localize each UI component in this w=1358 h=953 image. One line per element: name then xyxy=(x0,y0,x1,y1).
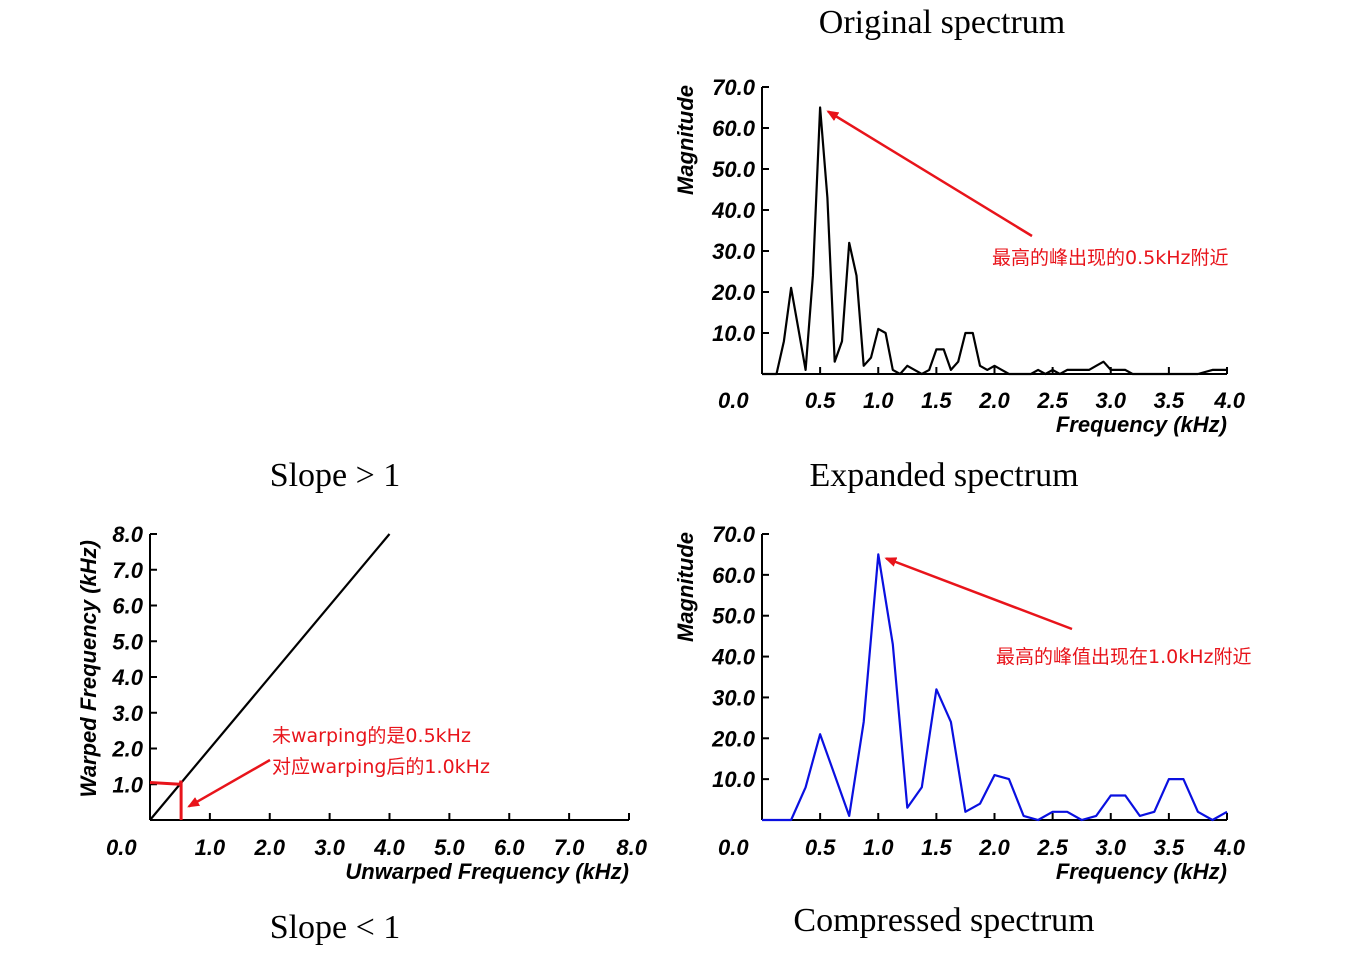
x-tick-label: 3.0 xyxy=(1095,388,1126,413)
y-tick-label: 4.0 xyxy=(111,665,143,690)
x-tick-label: 1.0 xyxy=(863,835,894,860)
series-line xyxy=(762,553,1228,822)
annotation-arrow xyxy=(187,758,271,808)
annotation-arrow xyxy=(826,110,1033,238)
y-tick-label: 1.0 xyxy=(112,772,143,797)
expanded-spectrum-chart: 0.0 0.5 1.0 1.5 2.0 2.5 3.0 3.5 4.0 10.0 20.0 30.0 4… xyxy=(673,522,1251,884)
caption-compressed-spectrum: Compressed spectrum xyxy=(793,902,1094,939)
x-tick-label: 0.5 xyxy=(805,388,836,413)
y-tick-label: 20.0 xyxy=(711,726,756,751)
x-tick-label: 4.0 xyxy=(373,835,405,860)
x-tick-label: 0.0 xyxy=(718,835,749,860)
series-line xyxy=(149,533,391,821)
y-tick-label: 10.0 xyxy=(712,321,756,346)
x-tick-label: 1.0 xyxy=(195,835,226,860)
x-tick-label: 8.0 xyxy=(616,835,647,860)
y-tick-label: 60.0 xyxy=(712,116,756,141)
y-tick-label: 50.0 xyxy=(712,604,756,629)
x-tick-label: 3.0 xyxy=(314,835,345,860)
x-tick-label: 5.0 xyxy=(434,835,465,860)
y-axis-label: Warped Frequency (kHz) xyxy=(76,540,101,798)
y-axis-label: Magnitude xyxy=(673,532,698,642)
x-tick-label: 3.0 xyxy=(1095,835,1126,860)
annotation-text-line: 未warping的是0.5kHz xyxy=(272,725,471,747)
caption-slope-less-than-one: Slope < 1 xyxy=(270,909,401,946)
annotation-arrow xyxy=(884,557,1073,631)
x-axis-label: Frequency (kHz) xyxy=(1056,412,1227,437)
y-tick-label: 8.0 xyxy=(112,522,143,547)
x-tick-label: 3.5 xyxy=(1154,835,1185,860)
y-tick-label: 3.0 xyxy=(112,701,143,726)
y-tick-label: 50.0 xyxy=(712,157,756,182)
y-tick-label: 7.0 xyxy=(112,558,143,583)
y-tick-label: 40.0 xyxy=(711,645,756,670)
series-line xyxy=(762,106,1227,376)
warp-function-chart: 0.0 1.0 2.0 3.0 4.0 5.0 6.0 7.0 8.0 1.0 2.0 3.0 4.0 5… xyxy=(76,522,648,884)
y-tick-label: 60.0 xyxy=(712,563,756,588)
y-tick-label: 30.0 xyxy=(712,685,756,710)
annotation-text: 最高的峰值出现在1.0kHz附近 xyxy=(996,646,1251,668)
y-tick-label: 70.0 xyxy=(712,75,756,100)
x-tick-label: 1.0 xyxy=(863,388,894,413)
annotation-text-line: 对应warping后的1.0kHz xyxy=(272,756,490,778)
x-tick-label: 3.5 xyxy=(1154,388,1185,413)
y-tick-label: 2.0 xyxy=(111,737,143,762)
x-tick-label: 0.5 xyxy=(805,835,836,860)
y-tick-label: 10.0 xyxy=(712,767,756,792)
x-tick-label: 1.5 xyxy=(921,835,952,860)
x-tick-label: 1.5 xyxy=(921,388,952,413)
caption-expanded-spectrum: Expanded spectrum xyxy=(809,457,1078,494)
original-spectrum-chart: 0.0 0.5 1.0 1.5 2.0 2.5 3.0 3.5 4.0 10.0 20.0 30.0 4… xyxy=(673,75,1246,437)
x-tick-label: 2.0 xyxy=(978,835,1010,860)
x-tick-label: 6.0 xyxy=(494,835,525,860)
y-tick-label: 6.0 xyxy=(112,594,143,619)
caption-slope-greater-than-one: Slope > 1 xyxy=(270,457,401,494)
series-line xyxy=(149,780,183,786)
y-tick-label: 30.0 xyxy=(712,239,756,264)
y-tick-label: 70.0 xyxy=(712,522,756,547)
x-tick-label: 2.5 xyxy=(1036,835,1068,860)
x-axis-label: Frequency (kHz) xyxy=(1056,859,1227,884)
annotation-text: 最高的峰出现的0.5kHz附近 xyxy=(992,247,1228,269)
x-tick-label: 4.0 xyxy=(1213,388,1245,413)
x-tick-label: 2.0 xyxy=(978,388,1010,413)
x-tick-label: 2.0 xyxy=(253,835,285,860)
x-tick-label: 7.0 xyxy=(554,835,585,860)
x-axis-label: Unwarped Frequency (kHz) xyxy=(345,859,629,884)
x-tick-label: 2.5 xyxy=(1036,388,1068,413)
y-tick-label: 5.0 xyxy=(112,629,143,654)
y-tick-label: 40.0 xyxy=(711,198,756,223)
x-tick-label: 4.0 xyxy=(1213,835,1245,860)
y-axis-label: Magnitude xyxy=(673,85,698,195)
y-tick-label: 20.0 xyxy=(711,280,756,305)
x-tick-label: 0.0 xyxy=(106,835,137,860)
x-tick-label: 0.0 xyxy=(718,388,749,413)
caption-original-spectrum: Original spectrum xyxy=(819,4,1065,41)
